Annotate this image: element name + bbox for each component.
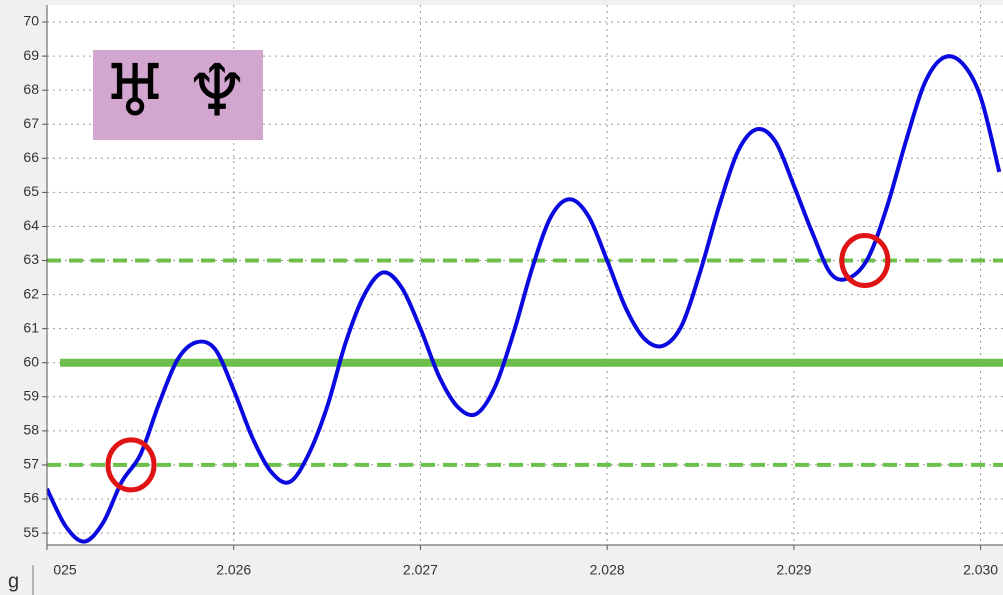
y-tick-label: 69 xyxy=(23,47,39,63)
y-tick-label: 65 xyxy=(23,183,39,199)
y-tick-label: 67 xyxy=(23,115,39,131)
highlight-circle xyxy=(105,437,157,493)
x-tick-label: 025 xyxy=(53,562,77,578)
y-tick-label: 57 xyxy=(23,456,39,472)
highlight-circle xyxy=(839,233,891,289)
y-tick-label: 66 xyxy=(23,149,39,165)
y-tick-label: 59 xyxy=(23,388,39,404)
y-tick-label: 62 xyxy=(23,285,39,301)
axes: 55 56 57 58 59 60 61 62 63 64 65 66 67 68 69 70 025 2.026… xyxy=(23,13,998,578)
y-tick-label: 63 xyxy=(23,251,39,267)
series-line xyxy=(47,54,1002,544)
x-tick-label: 2.030 xyxy=(963,562,998,578)
x-tick-label: 2.029 xyxy=(776,562,811,578)
y-tick-label: 56 xyxy=(23,490,39,506)
planet-symbol: ♆ xyxy=(185,49,250,133)
symbol-box xyxy=(93,50,263,140)
y-tick-label: 55 xyxy=(23,524,39,540)
y-tick-label: 64 xyxy=(23,217,39,233)
y-tick-label: 70 xyxy=(23,13,39,29)
plot xyxy=(47,54,1003,544)
planet-symbol: ♅ xyxy=(103,49,168,133)
y-tick-label: 61 xyxy=(23,319,39,335)
y-tick-label: 68 xyxy=(23,81,39,97)
x-tick-label: 2.027 xyxy=(403,562,438,578)
x-tick-label: 2.028 xyxy=(590,562,625,578)
y-tick-label: 58 xyxy=(23,422,39,438)
y-tick-label: 60 xyxy=(23,353,39,369)
corner-label: g xyxy=(8,570,19,592)
x-tick-label: 2.026 xyxy=(216,562,251,578)
